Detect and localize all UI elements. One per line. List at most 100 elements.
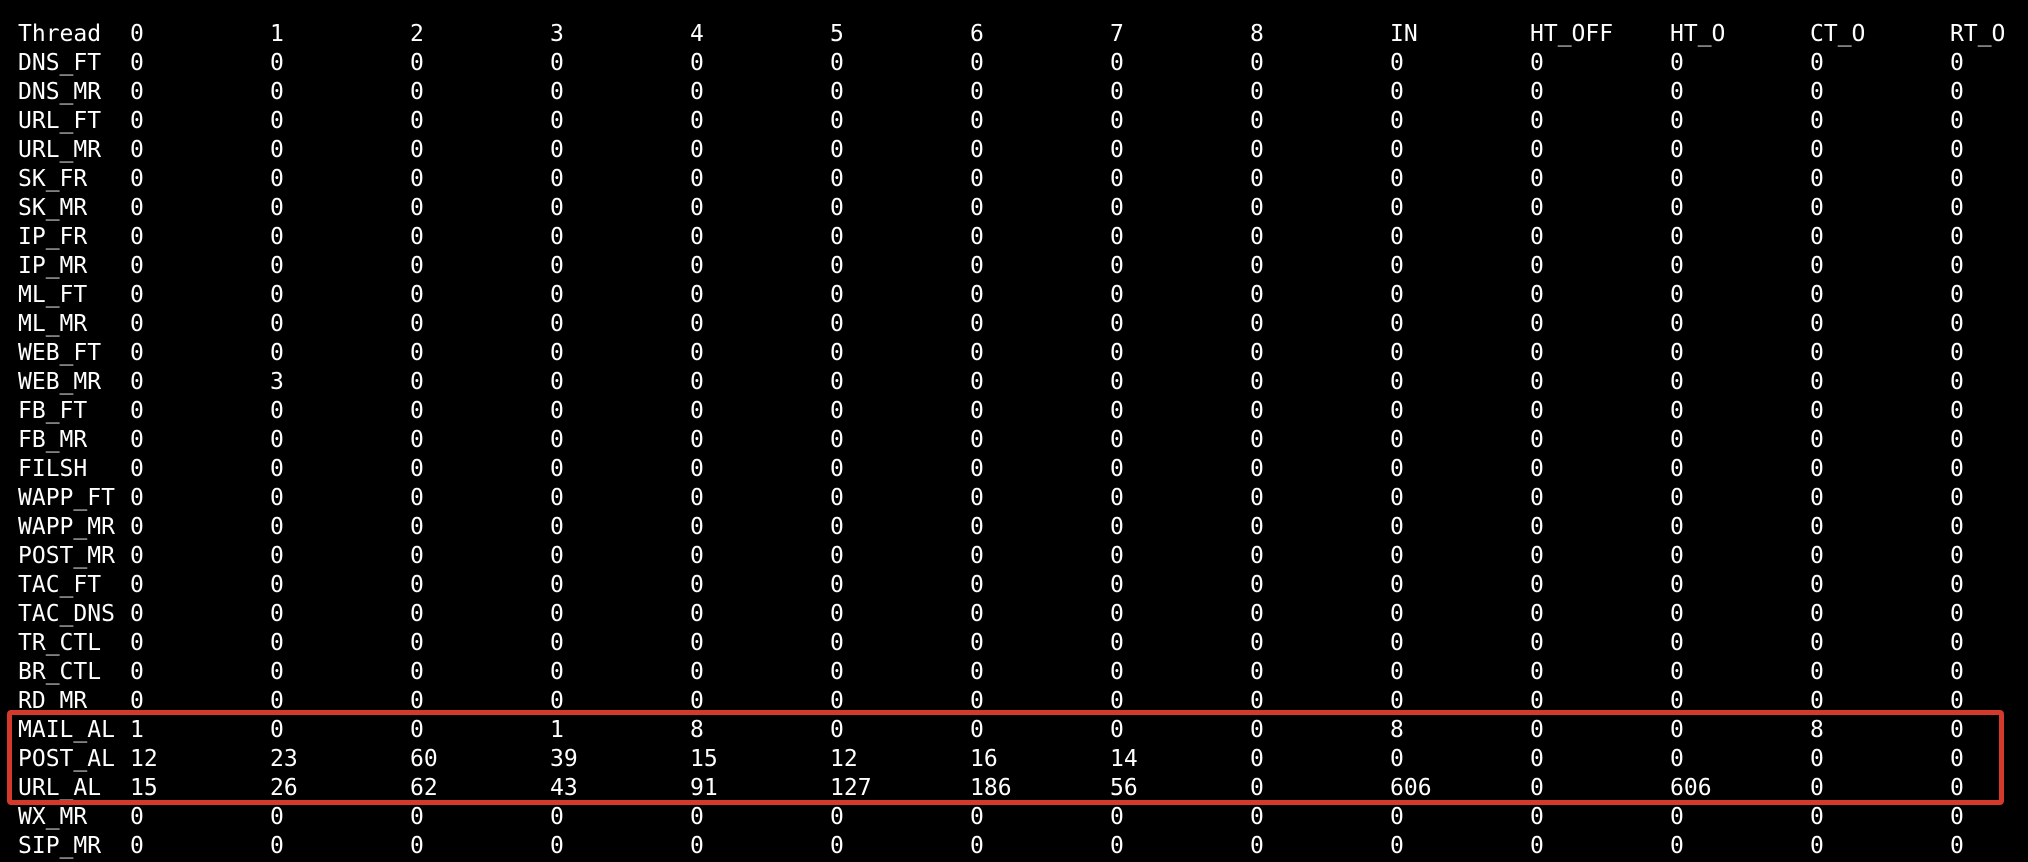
table-cell: 0 bbox=[970, 688, 984, 714]
table-cell: 0 bbox=[1530, 311, 1544, 337]
table-cell: 0 bbox=[270, 485, 284, 511]
table-cell: 0 bbox=[1530, 688, 1544, 714]
row-label: FB_FT bbox=[18, 398, 88, 424]
table-row: FB_FT 0 0 0 0 0 0 0 0 0 0 0 0 0 0 bbox=[18, 397, 2018, 426]
table-cell: 0 bbox=[270, 514, 284, 540]
table-cell: 0 bbox=[1250, 195, 1264, 221]
table-cell: 0 bbox=[410, 195, 424, 221]
table-cell: 0 bbox=[1950, 804, 1964, 830]
table-cell: 26 bbox=[270, 775, 298, 801]
table-cell: 0 bbox=[830, 601, 844, 627]
table-cell: 0 bbox=[550, 166, 564, 192]
table-cell: 0 bbox=[1950, 398, 1964, 424]
table-cell: 0 bbox=[1390, 108, 1404, 134]
table-cell: 0 bbox=[970, 514, 984, 540]
row-label: WAPP_MR bbox=[18, 514, 115, 540]
table-cell: 3 bbox=[270, 369, 284, 395]
table-cell: 0 bbox=[1110, 717, 1124, 743]
table-cell: 23 bbox=[270, 746, 298, 772]
table-cell: 0 bbox=[550, 79, 564, 105]
table-cell: 0 bbox=[1250, 572, 1264, 598]
table-cell: 0 bbox=[130, 253, 144, 279]
table-cell: 62 bbox=[410, 775, 438, 801]
table-cell: 3 bbox=[550, 21, 564, 47]
table-cell: 0 bbox=[1670, 717, 1684, 743]
table-row: SK_MR 0 0 0 0 0 0 0 0 0 0 0 0 0 0 bbox=[18, 194, 2018, 223]
table-row: POST_AL 12 23 60 39 15 12 16 14 0 0 0 0 0 0 bbox=[18, 745, 2018, 774]
table-cell: 0 bbox=[690, 340, 704, 366]
table-cell: 0 bbox=[270, 311, 284, 337]
table-cell: 0 bbox=[1950, 775, 1964, 801]
table-cell: 0 bbox=[830, 108, 844, 134]
table-cell: 91 bbox=[690, 775, 718, 801]
table-cell: 0 bbox=[1530, 108, 1544, 134]
table-cell: 0 bbox=[1530, 79, 1544, 105]
table-cell: 0 bbox=[1250, 108, 1264, 134]
table-cell: 0 bbox=[270, 804, 284, 830]
table-cell: 0 bbox=[970, 572, 984, 598]
table-cell: 0 bbox=[1530, 137, 1544, 163]
table-cell: 0 bbox=[1390, 137, 1404, 163]
table-cell: 0 bbox=[830, 253, 844, 279]
table-cell: 0 bbox=[970, 833, 984, 859]
table-cell: 0 bbox=[1530, 456, 1544, 482]
table-cell: 0 bbox=[410, 253, 424, 279]
row-label: FILSH bbox=[18, 456, 88, 482]
table-cell: 0 bbox=[1530, 50, 1544, 76]
table-cell: 0 bbox=[1670, 166, 1684, 192]
table-cell: 0 bbox=[410, 137, 424, 163]
table-cell: 0 bbox=[1670, 340, 1684, 366]
table-cell: 0 bbox=[1950, 282, 1964, 308]
table-cell: 12 bbox=[130, 746, 158, 772]
table-cell: 606 bbox=[1670, 775, 1712, 801]
table-cell: 0 bbox=[130, 572, 144, 598]
table-cell: 0 bbox=[270, 282, 284, 308]
table-cell: 0 bbox=[830, 195, 844, 221]
table-cell: 0 bbox=[1110, 311, 1124, 337]
row-label: Thread bbox=[18, 21, 102, 47]
table-cell: 0 bbox=[970, 369, 984, 395]
row-label: TAC_DNS bbox=[18, 601, 115, 627]
row-label: TAC_FT bbox=[18, 572, 102, 598]
table-cell: 0 bbox=[690, 224, 704, 250]
table-cell: 0 bbox=[1670, 485, 1684, 511]
table-cell: 0 bbox=[1110, 485, 1124, 511]
table-cell: 0 bbox=[270, 630, 284, 656]
table-cell: 0 bbox=[830, 717, 844, 743]
table-cell: 0 bbox=[690, 311, 704, 337]
table-cell: 0 bbox=[830, 543, 844, 569]
table-cell: 0 bbox=[1530, 485, 1544, 511]
table-row: TR_CTL 0 0 0 0 0 0 0 0 0 0 0 0 0 0 bbox=[18, 629, 2018, 658]
table-cell: 0 bbox=[1810, 427, 1824, 453]
table-cell: 0 bbox=[690, 514, 704, 540]
table-cell: HT_O bbox=[1670, 21, 1726, 47]
table-cell: 0 bbox=[1390, 630, 1404, 656]
table-cell: 0 bbox=[550, 804, 564, 830]
table-cell: RT_O bbox=[1950, 21, 2006, 47]
table-cell: 0 bbox=[1390, 253, 1404, 279]
table-cell: 0 bbox=[970, 79, 984, 105]
table-cell: 0 bbox=[1390, 369, 1404, 395]
table-cell: 0 bbox=[830, 369, 844, 395]
table-cell: 0 bbox=[1530, 195, 1544, 221]
table-cell: 0 bbox=[410, 282, 424, 308]
table-cell: 12 bbox=[830, 746, 858, 772]
table-cell: 0 bbox=[1250, 311, 1264, 337]
table-row: BR_CTL 0 0 0 0 0 0 0 0 0 0 0 0 0 0 bbox=[18, 658, 2018, 687]
table-cell: 0 bbox=[970, 630, 984, 656]
table-cell: 0 bbox=[970, 224, 984, 250]
table-cell: 0 bbox=[410, 659, 424, 685]
table-cell: 0 bbox=[690, 456, 704, 482]
table-cell: 15 bbox=[690, 746, 718, 772]
table-cell: 0 bbox=[1250, 282, 1264, 308]
table-cell: 0 bbox=[1530, 253, 1544, 279]
table-cell: 0 bbox=[1810, 50, 1824, 76]
table-cell: 0 bbox=[1950, 630, 1964, 656]
table-cell: 0 bbox=[1810, 340, 1824, 366]
table-cell: 0 bbox=[1810, 398, 1824, 424]
table-row: WEB_FT 0 0 0 0 0 0 0 0 0 0 0 0 0 0 bbox=[18, 339, 2018, 368]
table-cell: 8 bbox=[1250, 21, 1264, 47]
table-cell: 0 bbox=[970, 340, 984, 366]
table-cell: 0 bbox=[1670, 659, 1684, 685]
table-cell: 0 bbox=[1950, 311, 1964, 337]
